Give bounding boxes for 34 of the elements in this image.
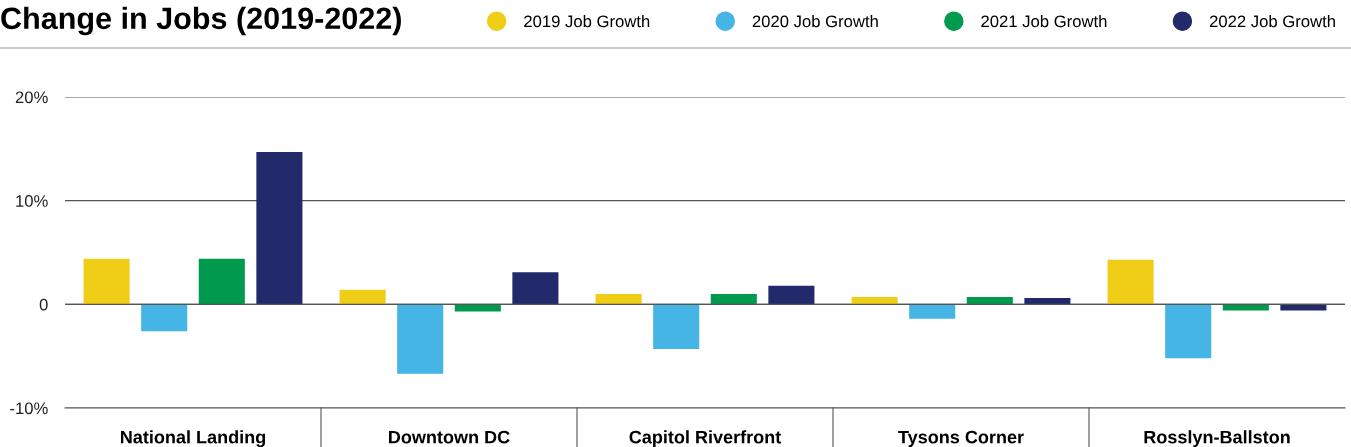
- bar: [141, 304, 188, 332]
- x-tick-label: Downtown DC: [389, 430, 510, 444]
- bar: [397, 304, 444, 374]
- bar: [1024, 298, 1071, 305]
- bar: [1280, 304, 1327, 311]
- bar: [768, 285, 815, 305]
- bar: [512, 272, 559, 305]
- x-tick-label: National Landing: [120, 430, 266, 447]
- bar: [909, 304, 956, 319]
- bar: [1222, 304, 1269, 311]
- y-tick-label: 0: [39, 298, 48, 311]
- bar: [1107, 259, 1154, 305]
- bar: [256, 151, 303, 305]
- x-tick-label: Rosslyn-Ballston: [1144, 430, 1290, 447]
- bar: [851, 297, 898, 305]
- legend-label: 2022 Job Growth: [1209, 15, 1335, 28]
- bar: [198, 258, 245, 305]
- bar: [1165, 304, 1212, 359]
- bar: [653, 304, 700, 349]
- legend-label: 2021 Job Growth: [981, 15, 1107, 28]
- y-tick-label: -10%: [10, 402, 48, 415]
- x-tick-label: Capitol Riverfront: [629, 430, 782, 447]
- x-tick-label: Tysons Corner: [898, 430, 1024, 447]
- bar: [595, 293, 642, 305]
- bar: [966, 297, 1013, 305]
- y-tick-label: 20%: [15, 91, 48, 104]
- legend-label: 2020 Job Growth: [752, 15, 878, 28]
- bar: [339, 289, 386, 305]
- bar: [710, 293, 757, 305]
- chart-title: Change in Jobs (2019-2022): [1, 6, 401, 36]
- bar: [83, 258, 130, 305]
- y-tick-label: 10%: [16, 195, 48, 207]
- legend-label: 2019 Job Growth: [524, 15, 650, 28]
- bar: [454, 304, 501, 312]
